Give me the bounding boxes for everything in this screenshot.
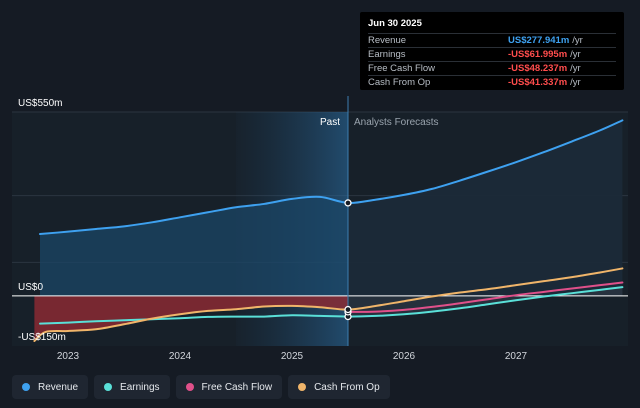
tooltip-row: Revenue US$277.941m /yr [368, 33, 616, 47]
tooltip-row-label: Revenue [368, 35, 407, 46]
tooltip-row-label: Cash From Op [368, 77, 431, 88]
revenue-area-past [40, 196, 348, 296]
legend-item-free-cash-flow[interactable]: Free Cash Flow [175, 375, 283, 399]
forecast-label: Analysts Forecasts [354, 117, 438, 128]
tooltip: Jun 30 2025 Revenue US$277.941m /yr Earn… [360, 12, 624, 90]
series-lines [33, 119, 624, 342]
revenue-marker [344, 199, 352, 207]
tooltip-row-label: Free Cash Flow [368, 63, 436, 74]
cash-from-op-line [33, 267, 624, 342]
tooltip-row-unit: /yr [570, 63, 581, 74]
y-label-zero: US$0 [18, 282, 43, 293]
tooltip-row-unit: /yr [572, 35, 583, 46]
legend-dot-icon [185, 383, 194, 391]
series-markers [344, 199, 352, 321]
legend-label: Earnings [120, 381, 160, 393]
tooltip-row: Cash From Op -US$41.337m /yr [368, 75, 616, 89]
tooltip-row-unit: /yr [570, 77, 581, 88]
loss-area-past [34, 295, 349, 341]
x-tick-label: 2025 [281, 351, 304, 362]
legend-label: Cash From Op [314, 381, 380, 393]
cash-from-op-marker [344, 305, 352, 314]
x-axis-ticks: 2023 2024 2025 2026 2027 [57, 351, 528, 362]
tooltip-row: Free Cash Flow -US$48.237m /yr [368, 61, 616, 75]
y-label-bottom: -US$150m [18, 332, 66, 343]
revenue-line [39, 119, 624, 236]
y-label-top: US$550m [18, 98, 62, 109]
legend-item-revenue[interactable]: Revenue [12, 375, 89, 399]
legend: Revenue Earnings Free Cash Flow Cash Fro… [12, 375, 390, 399]
tooltip-row-value: -US$41.337m [508, 77, 568, 88]
legend-label: Free Cash Flow [201, 381, 273, 393]
tooltip-row-value: US$277.941m [508, 35, 570, 46]
tooltip-row: Earnings -US$61.995m /yr [368, 47, 616, 61]
x-tick-label: 2024 [169, 351, 192, 362]
legend-label: Revenue [38, 381, 79, 393]
legend-item-cash-from-op[interactable]: Cash From Op [288, 375, 390, 399]
x-tick-label: 2026 [393, 351, 416, 362]
revenue-area-forecast [348, 120, 623, 296]
x-tick-label: 2027 [505, 351, 528, 362]
x-tick-label: 2023 [57, 351, 80, 362]
legend-item-earnings[interactable]: Earnings [94, 375, 170, 399]
tooltip-date: Jun 30 2025 [368, 18, 422, 29]
tooltip-row-value: -US$61.995m [508, 49, 568, 60]
free-cash-flow-line [347, 281, 624, 313]
tooltip-row-value: -US$48.237m [508, 63, 568, 74]
legend-dot-icon [104, 383, 113, 391]
tooltip-row-label: Earnings [368, 49, 406, 60]
tooltip-row-unit: /yr [570, 49, 581, 60]
series-areas [34, 120, 623, 341]
earnings-line [39, 286, 624, 325]
legend-dot-icon [22, 383, 30, 391]
legend-dot-icon [298, 383, 307, 391]
past-label: Past [320, 117, 340, 128]
